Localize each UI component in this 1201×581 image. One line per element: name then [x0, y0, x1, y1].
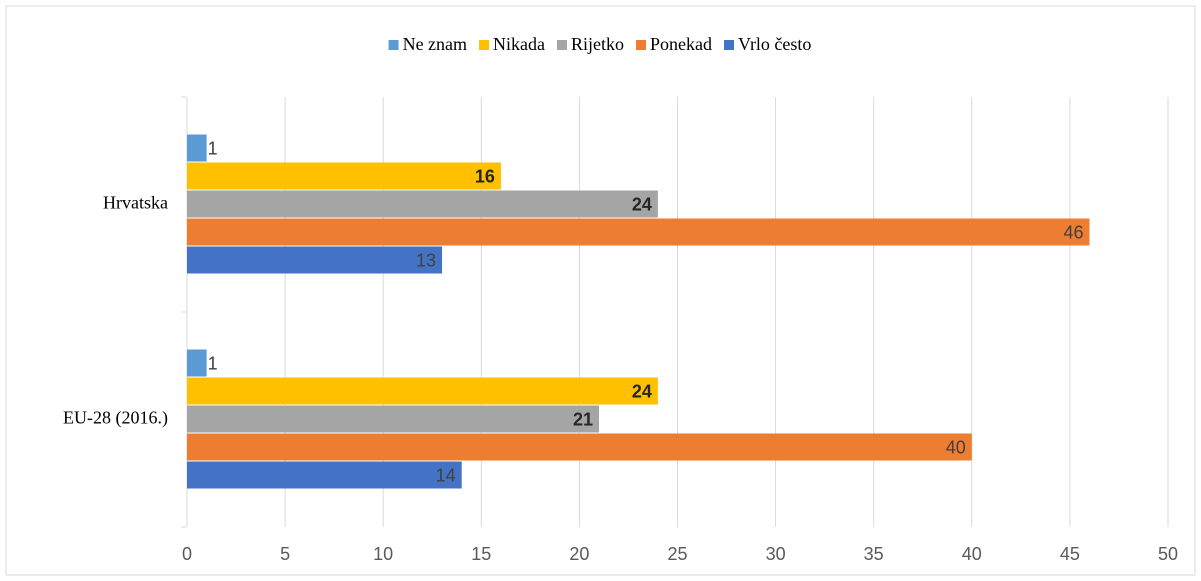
bar	[187, 162, 501, 190]
x-tick-label: 30	[766, 544, 786, 564]
bar	[187, 246, 443, 274]
bar	[187, 218, 1090, 246]
legend-label: Vrlo često	[738, 34, 811, 54]
x-tick-label: 35	[864, 544, 884, 564]
y-tick-label: Hrvatska	[103, 193, 168, 213]
x-tick-label: 45	[1060, 544, 1080, 564]
data-label: 21	[573, 409, 593, 429]
legend-swatch	[636, 40, 647, 50]
x-tick-label: 15	[471, 544, 491, 564]
data-label: 14	[436, 465, 456, 485]
chart-frame	[5, 5, 1196, 576]
x-tick-label: 50	[1158, 544, 1178, 564]
x-tick-label: 40	[962, 544, 982, 564]
bar	[187, 405, 600, 433]
x-tick-label: 20	[569, 544, 589, 564]
x-tick-label: 5	[280, 544, 290, 564]
legend-swatch	[724, 40, 735, 50]
legend-swatch	[557, 40, 568, 50]
legend-swatch	[479, 40, 490, 50]
data-label: 1	[208, 138, 218, 158]
bar	[187, 134, 207, 162]
x-tick-label: 25	[667, 544, 687, 564]
x-tick-label: 10	[373, 544, 393, 564]
bar	[187, 433, 972, 461]
data-label: 40	[946, 437, 966, 457]
x-tick-label: 0	[182, 544, 192, 564]
data-label: 24	[632, 381, 652, 401]
bar	[187, 377, 658, 405]
bar	[187, 190, 658, 218]
bar	[187, 461, 462, 489]
legend-label: Ne znam	[403, 34, 467, 54]
legend-label: Ponekad	[650, 34, 712, 54]
legend-label: Nikada	[493, 34, 545, 54]
data-label: 16	[475, 166, 495, 186]
data-label: 1	[208, 353, 218, 373]
y-tick-label: EU-28 (2016.)	[63, 408, 168, 429]
bar	[187, 349, 207, 377]
data-label: 24	[632, 194, 652, 214]
data-label: 46	[1063, 222, 1083, 242]
legend-swatch	[388, 40, 399, 50]
legend: Ne znam Nikada Rijetko Ponekad Vrlo često	[388, 34, 811, 54]
legend-label: Rijetko	[571, 34, 624, 54]
data-label: 13	[416, 250, 436, 270]
